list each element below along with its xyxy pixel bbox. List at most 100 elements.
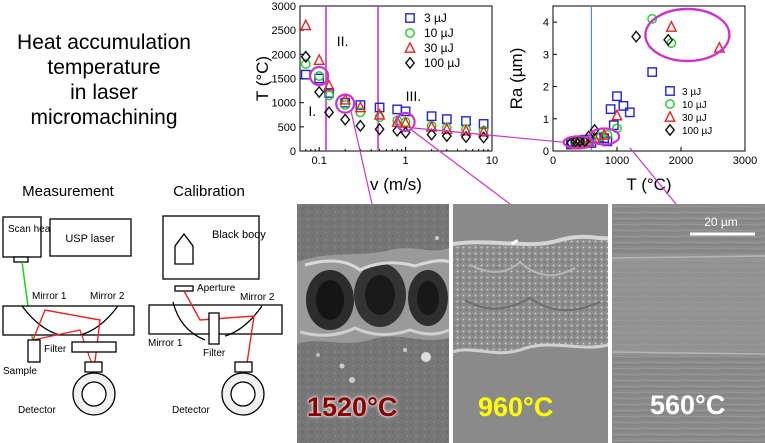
connector-line bbox=[411, 129, 511, 205]
data-point bbox=[313, 53, 326, 66]
x-tick-label: 1 bbox=[403, 155, 409, 167]
calibration-heading: Calibration bbox=[173, 183, 245, 200]
y-tick-label: 1 bbox=[543, 114, 549, 126]
cal-detector-inner bbox=[230, 381, 256, 407]
data-point bbox=[570, 135, 581, 148]
sample-holder bbox=[27, 339, 41, 363]
y-tick-label: 4 bbox=[543, 17, 549, 29]
legend-label: 3 µJ bbox=[682, 87, 701, 98]
scale-bar-label: 20 µm bbox=[704, 215, 738, 229]
mirror-1-label: Mirror 1 bbox=[32, 291, 67, 302]
sem-label-1520: 1520°C bbox=[307, 392, 398, 422]
black-body-label: Black body bbox=[212, 229, 266, 241]
data-point bbox=[314, 71, 325, 81]
sample-label: Sample bbox=[3, 366, 37, 377]
region-label: III. bbox=[406, 88, 422, 104]
x-tick-label: 0 bbox=[550, 155, 556, 167]
aperture bbox=[174, 285, 194, 292]
x-tick-label: 10 bbox=[486, 155, 498, 167]
aperture-label: Aperture bbox=[197, 283, 236, 294]
legend-marker bbox=[665, 99, 675, 109]
data-point bbox=[426, 128, 437, 141]
y-axis-label: T (°C) bbox=[253, 56, 272, 101]
title-line-1: Heat accumulation bbox=[17, 31, 191, 54]
measurement-heading: Measurement bbox=[22, 183, 115, 200]
detector-inner bbox=[81, 381, 107, 407]
data-point bbox=[647, 67, 658, 77]
data-point bbox=[598, 128, 611, 140]
data-point bbox=[460, 123, 472, 136]
data-point bbox=[374, 102, 385, 113]
cal-detector-neck bbox=[234, 361, 253, 373]
y-tick-label: 3000 bbox=[272, 1, 296, 13]
cal-filter bbox=[208, 312, 220, 345]
data-point bbox=[324, 90, 334, 101]
cal-ir-beam bbox=[183, 290, 255, 371]
data-point bbox=[339, 93, 352, 105]
scan-head-label: Scan head bbox=[8, 224, 56, 235]
legend-marker bbox=[664, 110, 676, 122]
region-label: II. bbox=[337, 33, 349, 49]
data-point bbox=[477, 124, 490, 137]
y-tick-label: 500 bbox=[278, 122, 296, 134]
title-line-3: in laser bbox=[70, 81, 138, 104]
mirror-2-label: Mirror 2 bbox=[90, 291, 125, 302]
data-point bbox=[299, 18, 312, 31]
measurement-schematic: Measurement Scan head USP laser Mirror 1… bbox=[2, 183, 135, 416]
y-tick-label: 2 bbox=[543, 82, 549, 94]
data-point bbox=[665, 20, 678, 32]
data-point bbox=[631, 30, 642, 43]
data-point bbox=[400, 106, 411, 117]
usp-laser-label: USP laser bbox=[65, 233, 115, 245]
legend-marker bbox=[665, 86, 675, 96]
data-point bbox=[612, 91, 622, 102]
data-point bbox=[374, 122, 385, 136]
data-point bbox=[354, 100, 367, 113]
detector-neck bbox=[84, 361, 103, 373]
data-point bbox=[583, 130, 594, 143]
data-point bbox=[460, 130, 472, 144]
data-point bbox=[300, 59, 311, 69]
calibration-schematic: Calibration Black body Aperture Mirror 2… bbox=[148, 183, 283, 416]
legend-label: 3 µJ bbox=[424, 11, 447, 25]
data-point bbox=[478, 131, 489, 144]
cal-mirror-1-curve bbox=[172, 301, 206, 341]
temperature-vs-velocity-plot: 0 500 1000 1500 2000 2500 3000 0.1 1 10 v (m/s) T (… bbox=[253, 1, 498, 194]
mirror-1-curve bbox=[21, 305, 61, 336]
data-point bbox=[323, 106, 335, 119]
legend-marker bbox=[405, 28, 415, 38]
black-body-cavity bbox=[174, 232, 194, 265]
highlight-circle bbox=[309, 65, 330, 87]
sem-image-960 bbox=[452, 204, 609, 443]
legend-bg bbox=[400, 9, 490, 75]
data-point bbox=[425, 120, 438, 132]
plot-frame bbox=[552, 5, 746, 152]
x-tick-label: 2000 bbox=[669, 155, 693, 167]
highlight-circle bbox=[335, 93, 356, 114]
y-tick-label: 0 bbox=[543, 146, 549, 158]
cal-filter-label: Filter bbox=[203, 348, 226, 359]
data-point bbox=[323, 78, 335, 91]
sem-label-960: 960°C bbox=[478, 392, 554, 422]
roughness-vs-temperature-plot: 0 1 2 3 4 0 1000 2000 3000 T (°C) Ra (µm) 3 µJ 10 µJ… bbox=[507, 5, 757, 194]
detector-label: Detector bbox=[18, 405, 56, 416]
x-tick-label: 0.1 bbox=[312, 155, 327, 167]
connector-line bbox=[413, 127, 565, 143]
sem-image-560: 20 µm bbox=[611, 204, 765, 443]
data-point bbox=[663, 33, 674, 47]
y-tick-label: 3 bbox=[543, 49, 549, 61]
cal-mirror-2-label: Mirror 2 bbox=[240, 292, 275, 303]
connector-line bbox=[629, 147, 677, 205]
data-point bbox=[605, 104, 616, 115]
ir-beam-path-2 bbox=[32, 329, 95, 371]
usp-laser-box bbox=[49, 218, 132, 257]
data-point bbox=[478, 119, 489, 129]
region-label: I. bbox=[308, 103, 316, 119]
cal-mirror-2-curve bbox=[224, 305, 263, 337]
title-line-4: micromachining bbox=[30, 106, 178, 129]
y-tick-label: 1000 bbox=[272, 98, 296, 110]
y-tick-label: 1500 bbox=[272, 74, 296, 86]
